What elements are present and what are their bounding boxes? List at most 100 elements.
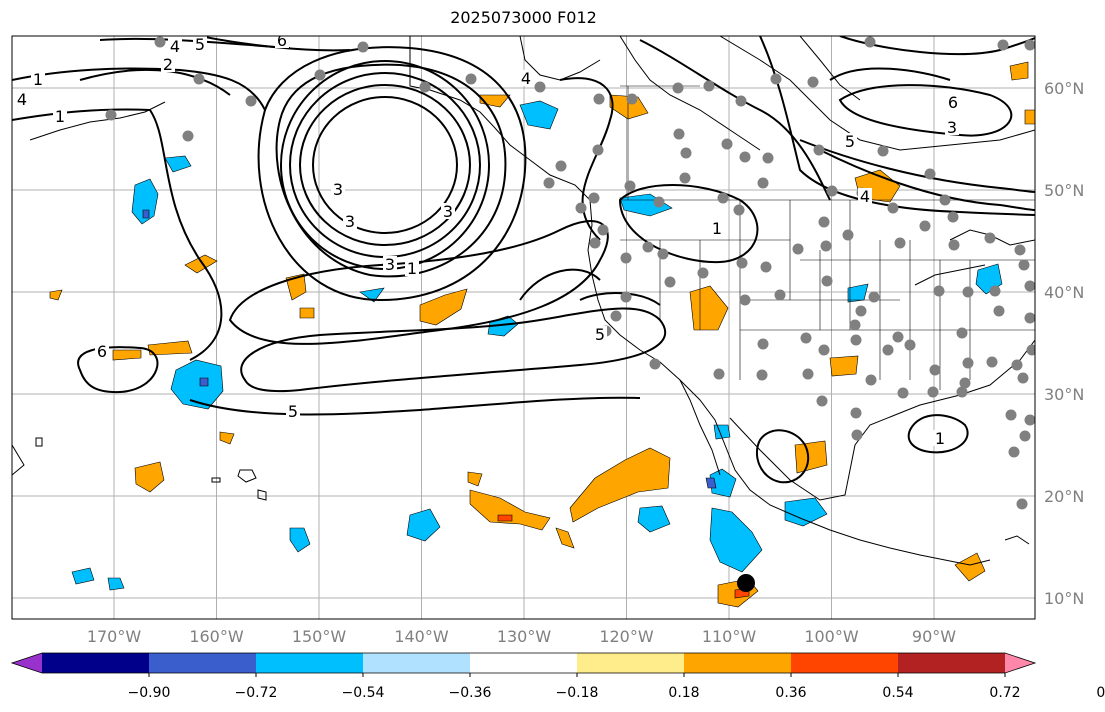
colorbar-segment	[791, 653, 899, 673]
station-dot	[933, 285, 945, 297]
station-dot	[927, 386, 939, 398]
colorbar-tick-label: −0.18	[556, 685, 599, 701]
station-dot	[1026, 344, 1035, 356]
shade-blue	[519, 100, 559, 130]
station-dot	[593, 93, 605, 105]
colorbar-tick-label: −0.72	[235, 685, 278, 701]
station-dot	[713, 368, 725, 380]
islands	[12, 101, 1030, 545]
shade-orange	[147, 340, 193, 356]
station-dot	[653, 196, 665, 208]
lon-tick-label: 110°W	[702, 627, 757, 646]
station-dot	[774, 289, 786, 301]
contour-label-bg	[441, 203, 455, 219]
lon-tick-label: 100°W	[804, 627, 859, 646]
station-dot	[357, 41, 369, 53]
station-dot	[939, 194, 951, 206]
shade-blue	[71, 567, 95, 585]
station-dot	[993, 305, 1005, 317]
contour-label-bg	[383, 256, 397, 272]
shade-blue	[170, 359, 224, 410]
colorbar-tick-label: 0.72	[989, 685, 1020, 701]
colorbar-extend-max	[1005, 653, 1035, 673]
station-dot	[807, 76, 819, 88]
station-dot	[850, 334, 862, 346]
contour-label: 4	[860, 187, 870, 206]
station-dot	[739, 151, 751, 163]
station-dot	[154, 36, 166, 48]
shade-blue	[637, 505, 671, 533]
station-dot	[534, 81, 546, 93]
station-dot	[680, 147, 692, 159]
contour-label-bg	[945, 119, 959, 135]
shade-blue	[619, 193, 673, 217]
station-dot	[989, 285, 1001, 297]
contour-label-bg	[843, 133, 857, 149]
shade-orange	[285, 273, 307, 301]
station-dot	[620, 291, 632, 303]
shade-orange	[467, 471, 483, 487]
colorbar-tick-label: −0.90	[128, 685, 171, 701]
contour-label-bg	[343, 213, 357, 229]
lon-tick-label: 160°W	[189, 627, 244, 646]
station-dot	[1024, 414, 1035, 426]
lon-tick-label: 90°W	[912, 627, 956, 646]
contour-label: 4	[521, 69, 531, 88]
contour-label-bg	[31, 71, 45, 87]
station-dot	[887, 202, 899, 214]
station-dot	[760, 261, 772, 273]
lat-tick-label: 20°N	[1044, 487, 1084, 506]
station-dot	[855, 305, 867, 317]
station-dot	[592, 144, 604, 156]
contour-label-bg	[168, 38, 182, 54]
contour-label: 3	[947, 118, 957, 137]
lon-tick-label: 170°W	[87, 627, 142, 646]
lat-tick-label: 40°N	[1044, 283, 1084, 302]
station-dot	[849, 319, 861, 331]
station-dot	[892, 331, 904, 343]
station-dot	[597, 224, 609, 236]
station-dot	[465, 73, 477, 85]
colorbar-segment	[42, 653, 150, 673]
contour-label-bg	[193, 36, 207, 52]
colorbar-segment	[149, 653, 257, 673]
colorbar-segment	[898, 653, 1006, 673]
station-dot	[762, 152, 774, 164]
shade-blue	[359, 287, 385, 303]
lon-tick-label: 130°W	[497, 627, 552, 646]
station-dot	[642, 241, 654, 253]
colorbar-segment	[256, 653, 364, 673]
lon-tick-label: 120°W	[599, 627, 654, 646]
station-dot	[948, 239, 960, 251]
shade-blue	[131, 178, 159, 225]
shade-orange	[299, 307, 315, 319]
colorbar-tick-label: −0.54	[342, 685, 385, 701]
station-dot	[649, 358, 661, 370]
station-dot	[626, 93, 638, 105]
shade-orange	[469, 489, 551, 531]
shade-orange	[829, 355, 859, 377]
station-dot	[816, 395, 828, 407]
station-markers	[105, 36, 1035, 510]
station-dot	[877, 145, 889, 157]
station-dot	[1019, 430, 1031, 442]
station-dot	[721, 138, 733, 150]
station-dot	[105, 109, 117, 121]
contour-label: 3	[345, 212, 355, 231]
shade-orange	[1024, 109, 1035, 125]
contour-label: 1	[935, 429, 945, 448]
colorbar-segment	[577, 653, 685, 673]
contour-label-bg	[946, 94, 960, 110]
colorbar-segment	[470, 653, 578, 673]
station-dot	[589, 237, 601, 249]
station-dot	[610, 310, 622, 322]
station-dot	[986, 356, 998, 368]
station-dot	[736, 257, 748, 269]
colorbar	[10, 652, 1037, 674]
station-dot	[851, 429, 863, 441]
shade-orange	[419, 288, 468, 326]
lon-tick-label: 150°W	[292, 627, 347, 646]
station-dot	[697, 267, 709, 279]
contour-label-bg	[519, 70, 533, 86]
station-dot	[997, 39, 1009, 51]
